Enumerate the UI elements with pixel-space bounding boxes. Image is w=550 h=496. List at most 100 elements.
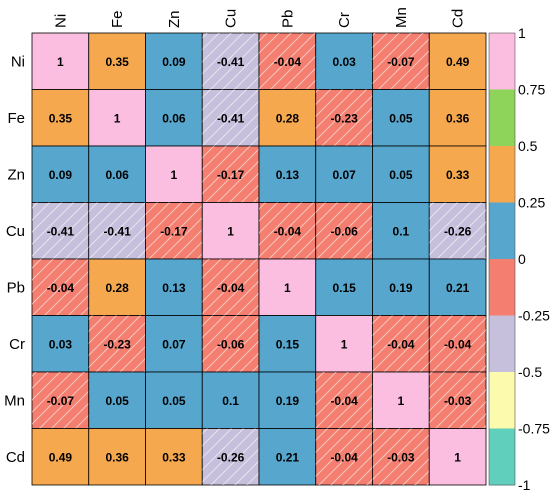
heatmap-cell: -0.06 — [201, 315, 260, 373]
cell-hatch — [88, 202, 146, 259]
cell-hatch — [202, 33, 259, 90]
column-label: Mn — [393, 7, 410, 28]
column-label: Cu — [223, 9, 240, 28]
cell-hatch — [372, 428, 430, 485]
cell-hatch — [315, 202, 373, 259]
cell-rect — [428, 428, 487, 486]
heatmap-cell: -0.04 — [31, 258, 90, 316]
heatmap-cell: -0.04 — [201, 258, 260, 316]
cell-rect — [145, 428, 203, 486]
heatmap-cell: 0.19 — [372, 258, 430, 316]
cell-rect — [258, 145, 317, 203]
legend-color-segment — [489, 315, 515, 373]
cell-rect — [428, 145, 487, 203]
cell-rect — [372, 89, 430, 147]
cell-value-label: -0.41 — [217, 111, 245, 125]
cell-rect — [428, 258, 487, 316]
heatmap-cell: 0.36 — [428, 89, 487, 147]
cell-hatch — [429, 315, 486, 372]
cell-value-label: -0.04 — [330, 394, 358, 408]
cell-value-label: -0.26 — [444, 224, 472, 238]
cell-value-label: -0.41 — [217, 55, 245, 69]
heatmap-cell: 1 — [145, 145, 203, 203]
heatmap-cell: 0.05 — [145, 371, 203, 429]
heatmap-cell: 0.06 — [145, 89, 203, 147]
cell-rect — [258, 428, 317, 486]
cell-hatch — [315, 372, 373, 429]
cell-hatch — [145, 202, 203, 259]
heatmap-cell: 0.05 — [88, 371, 146, 429]
heatmap-cell: 0.21 — [258, 428, 317, 486]
heatmap-cell: -0.03 — [372, 428, 430, 486]
cell-rect — [258, 258, 317, 316]
cell-value-label: 0.05 — [389, 168, 413, 182]
heatmap-cell: -0.41 — [88, 202, 146, 260]
cell-value-label: 0.49 — [446, 55, 470, 69]
heatmap-cell: 0.33 — [428, 145, 487, 203]
cell-value-label: -0.03 — [387, 450, 415, 464]
cell-value-label: 0.05 — [105, 394, 129, 408]
color-legend: 1 0.75 0.5 0.25 0 -0.25 -0.5 -0.75 -1 — [488, 25, 550, 493]
cell-value-label: 1 — [171, 168, 178, 182]
cell-value-label: 0.19 — [389, 281, 413, 295]
heatmap-cell: 0.03 — [31, 315, 90, 373]
cell-value-label: 0.07 — [332, 168, 356, 182]
cell-hatch — [372, 315, 430, 372]
column-label: Ni — [52, 14, 69, 28]
cell-value-label: -0.23 — [330, 111, 358, 125]
heatmap-cell: 0.15 — [258, 315, 317, 373]
cell-rect — [145, 32, 203, 90]
heatmap-cell: 0.06 — [88, 145, 146, 203]
heatmap-cell: 0.13 — [258, 145, 317, 203]
heatmap-cell: 0.49 — [31, 428, 90, 486]
heatmap-cell: 0.33 — [145, 428, 203, 486]
cell-value-label: -0.07 — [47, 394, 75, 408]
cell-hatch — [202, 146, 259, 203]
cell-rect — [315, 32, 373, 90]
heatmap-cell: -0.41 — [31, 202, 90, 260]
cell-value-label: 0.1 — [222, 394, 239, 408]
cell-value-label: 0.07 — [162, 337, 186, 351]
cell-value-label: 0.05 — [389, 111, 413, 125]
cell-value-label: -0.04 — [47, 281, 75, 295]
cell-value-label: -0.06 — [330, 224, 358, 238]
cell-value-label: 0.09 — [49, 168, 73, 182]
cell-value-label: 0.21 — [276, 450, 300, 464]
cell-rect — [88, 89, 146, 147]
heatmap-cell: -0.03 — [428, 371, 487, 429]
heatmap-cell: -0.41 — [201, 32, 260, 90]
heatmap-cell: 1 — [88, 89, 146, 147]
legend-tick-label: -1 — [518, 477, 531, 493]
legend-tick-label: 0 — [518, 251, 526, 267]
cell-value-label: 1 — [284, 281, 291, 295]
heatmap-cell: 0.19 — [258, 371, 317, 429]
heatmap-cell: 0.49 — [428, 32, 487, 90]
cell-value-label: 0.28 — [276, 111, 300, 125]
cell-rect — [145, 145, 203, 203]
cell-value-label: 1 — [341, 337, 348, 351]
cell-value-label: 1 — [114, 111, 121, 125]
cell-hatch — [32, 259, 89, 316]
cell-value-label: 0.05 — [162, 394, 186, 408]
cell-rect — [315, 145, 373, 203]
cell-rect — [201, 202, 260, 260]
column-label: Fe — [109, 10, 126, 28]
cell-hatch — [202, 428, 259, 485]
cell-hatch — [32, 372, 89, 429]
heatmap-cell: -0.04 — [315, 428, 373, 486]
heatmap-cell: -0.17 — [201, 145, 260, 203]
cell-value-label: 0.35 — [105, 55, 129, 69]
row-label: Zn — [7, 166, 25, 183]
cell-value-label: -0.23 — [103, 337, 131, 351]
cell-rect — [31, 315, 90, 373]
cell-rect — [372, 202, 430, 260]
cell-rect — [31, 89, 90, 147]
cell-value-label: -0.41 — [103, 224, 131, 238]
legend-color-segment — [489, 428, 515, 486]
cell-value-label: 0.33 — [446, 168, 470, 182]
legend-color-segment — [489, 89, 515, 147]
cell-value-label: -0.04 — [444, 337, 472, 351]
legend-color-segment — [489, 33, 515, 90]
legend-color-segment — [489, 146, 515, 203]
legend-tick-label: -0.75 — [518, 421, 550, 437]
